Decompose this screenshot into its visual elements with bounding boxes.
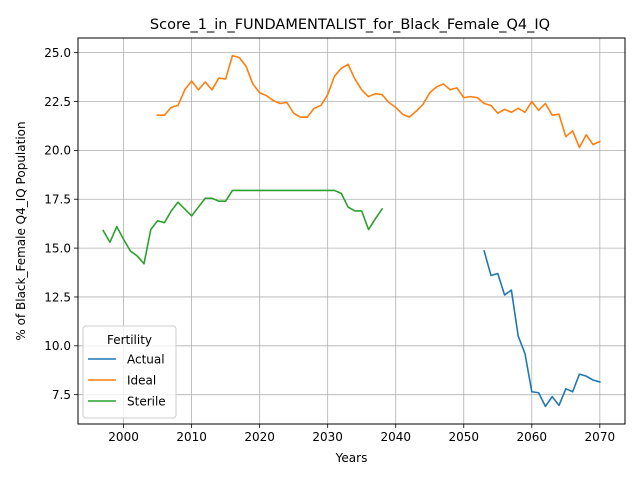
plot-frame (77, 37, 626, 425)
x-tick-label: 2060 (517, 430, 548, 444)
legend-label-actual: Actual (127, 353, 165, 367)
x-axis-title: Years (335, 451, 368, 465)
y-tick-label: 25.0 (44, 46, 71, 60)
y-axis-title: % of Black_Female Q4_IQ Population (14, 121, 28, 340)
axis-ticks: 2000 2010 2020 2030 2040 2050 2060 2070 7.5 10.0 1… (44, 46, 615, 444)
series-line-actual (483, 250, 601, 408)
legend: Fertility Actual Ideal Sterile (82, 325, 177, 419)
x-tick-label: 2040 (380, 430, 411, 444)
series-lines (102, 54, 601, 408)
chart-title: Score_1_in_FUNDAMENTALIST_for_Black_Fema… (150, 17, 550, 33)
legend-label-ideal: Ideal (127, 374, 156, 388)
series-line-sterile (102, 189, 384, 265)
x-tick-label: 2020 (244, 430, 275, 444)
y-tick-label: 10.0 (44, 339, 71, 353)
x-tick-label: 2070 (585, 430, 616, 444)
x-tick-label: 2050 (448, 430, 479, 444)
y-tick-label: 15.0 (44, 241, 71, 255)
legend-label-sterile: Sterile (127, 395, 166, 409)
y-tick-label: 22.5 (44, 95, 71, 109)
y-tick-label: 7.5 (52, 388, 71, 402)
x-tick-label: 2000 (108, 430, 139, 444)
y-tick-label: 20.0 (44, 144, 71, 158)
y-tick-label: 17.5 (44, 193, 71, 207)
x-tick-label: 2010 (176, 430, 207, 444)
y-tick-label: 12.5 (44, 290, 71, 304)
legend-frame (82, 325, 177, 419)
series-line-ideal (156, 54, 601, 149)
legend-title: Fertility (107, 333, 152, 347)
x-tick-label: 2030 (312, 430, 343, 444)
